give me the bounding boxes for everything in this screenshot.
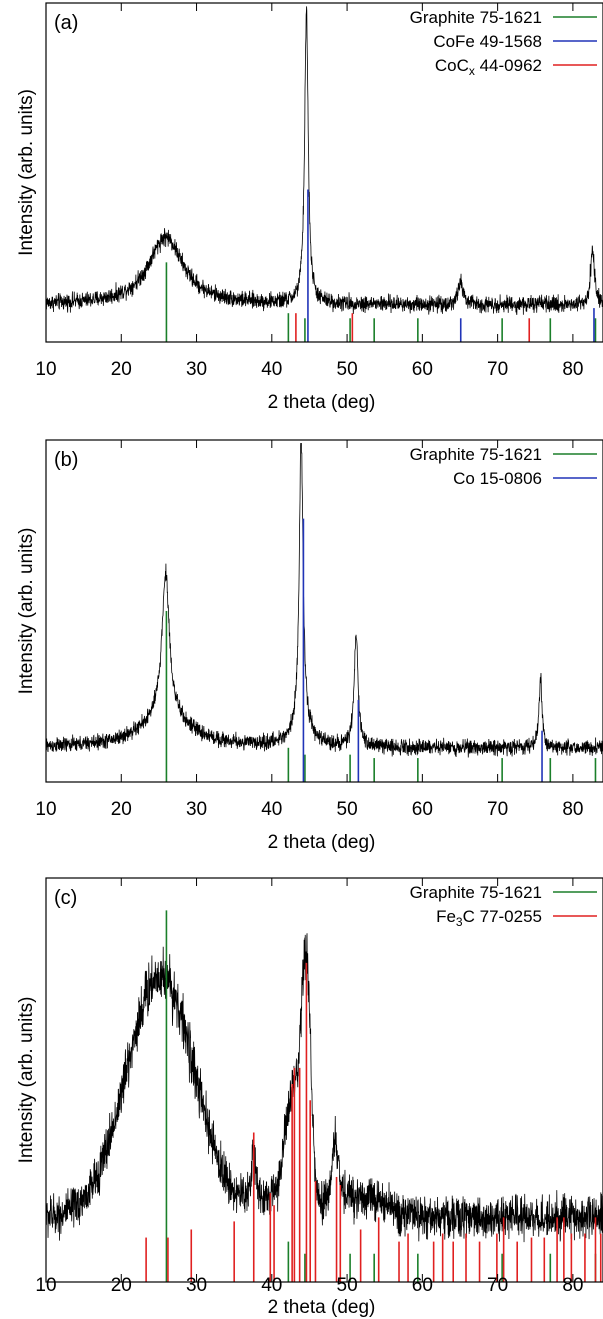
panel-c: 10 20 30 40 50 60 70 80 2 theta (deg) Intensity (… — [16, 877, 603, 1318]
y-axis-title: Intensity (arb. units) — [16, 89, 37, 256]
legend-label: CoCx 44-0962 — [435, 56, 542, 78]
x-tick-label: 80 — [562, 359, 583, 380]
panel-label: (b) — [54, 449, 78, 471]
panel-label: (c) — [54, 887, 77, 909]
plot-frame — [45, 439, 603, 783]
x-tick-label: 50 — [337, 359, 358, 380]
x-axis-title: 2 theta (deg) — [268, 832, 376, 853]
x-tick-label: 50 — [337, 799, 358, 820]
x-tick-label: 20 — [111, 799, 132, 820]
x-tick-label: 30 — [186, 1275, 207, 1296]
reference-set-1 — [145, 962, 602, 1282]
legend-label: Fe3C 77-0255 — [436, 907, 542, 929]
x-tick-label: 80 — [562, 1275, 583, 1296]
reference-set-1 — [307, 189, 595, 342]
x-tick-label: 60 — [412, 359, 433, 380]
panel-a: 10 20 30 40 50 60 70 80 2 theta (deg) Intensity (… — [16, 2, 603, 413]
x-tick-label: 80 — [562, 799, 583, 820]
diffraction-pattern — [45, 6, 603, 315]
x-tick-label: 70 — [487, 1275, 508, 1296]
x-tick-label: 10 — [35, 359, 56, 380]
plot-frame — [45, 877, 603, 1283]
x-tick-label: 10 — [35, 1275, 56, 1296]
legend-label: Graphite 75-1621 — [410, 883, 542, 902]
reference-set-0 — [165, 262, 597, 342]
y-axis-title: Intensity (arb. units) — [16, 997, 37, 1164]
reference-set-1 — [302, 518, 543, 782]
x-tick-label: 40 — [261, 799, 282, 820]
diffraction-pattern — [45, 443, 603, 758]
legend-label: CoFe 49-1568 — [433, 32, 542, 51]
diffraction-pattern — [45, 933, 603, 1243]
reference-set-2 — [295, 313, 531, 342]
x-tick-label: 60 — [412, 799, 433, 820]
legend-label: Graphite 75-1621 — [410, 445, 542, 464]
x-tick-label: 20 — [111, 1275, 132, 1296]
plot-frame — [45, 2, 603, 343]
x-tick-label: 10 — [35, 799, 56, 820]
x-axis-title: 2 theta (deg) — [268, 1297, 376, 1318]
x-tick-label: 50 — [337, 1275, 358, 1296]
x-tick-label: 60 — [412, 1275, 433, 1296]
x-tick-label: 30 — [186, 799, 207, 820]
x-tick-label: 70 — [487, 359, 508, 380]
reference-set-0 — [165, 611, 597, 782]
panel-label: (a) — [54, 12, 78, 34]
panel-b: 10 20 30 40 50 60 70 80 2 theta (deg) Intensity (… — [16, 439, 603, 853]
x-tick-label: 40 — [261, 1275, 282, 1296]
legend-label: Graphite 75-1621 — [410, 8, 542, 27]
x-tick-label: 40 — [261, 359, 282, 380]
y-axis-title: Intensity (arb. units) — [16, 528, 37, 695]
x-tick-label: 30 — [186, 359, 207, 380]
reference-set-0 — [165, 910, 597, 1282]
x-axis-title: 2 theta (deg) — [268, 392, 376, 413]
legend-label: Co 15-0806 — [453, 469, 542, 488]
x-tick-label: 20 — [111, 359, 132, 380]
x-tick-label: 70 — [487, 799, 508, 820]
